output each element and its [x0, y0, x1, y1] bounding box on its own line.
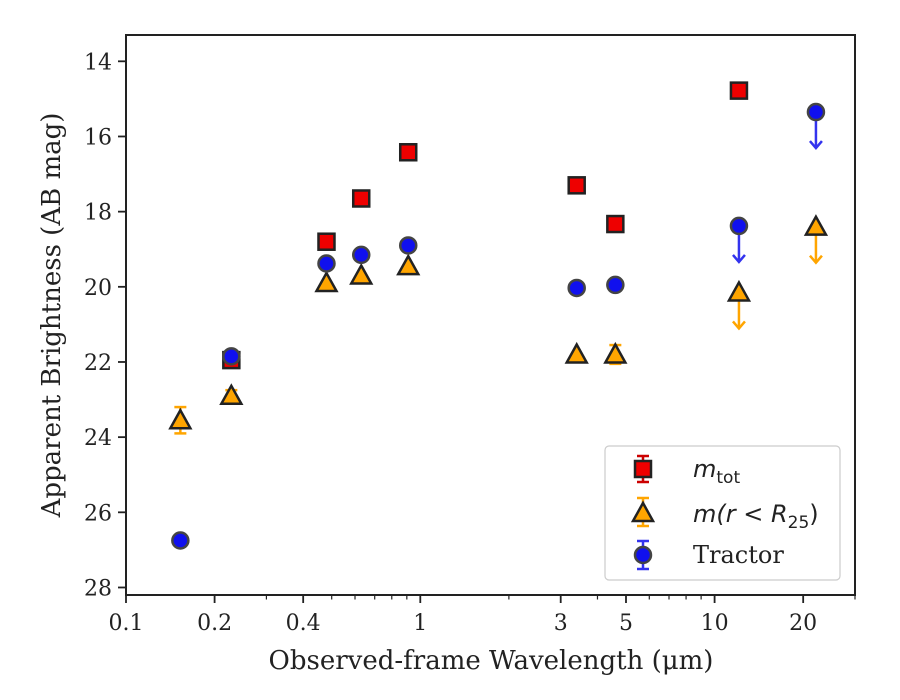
square-marker [351, 189, 371, 208]
x-tick-label: 0.4 [286, 611, 321, 636]
circle-marker [317, 254, 336, 273]
y-axis-label: Apparent Brightness (AB mag) [37, 113, 67, 519]
data-point [222, 347, 241, 366]
y-axis: 14 16 18 20 22 24 26 28 [84, 50, 126, 601]
x-tick-label: 5 [619, 611, 633, 636]
data-point [349, 262, 374, 285]
series-tractor [171, 102, 826, 550]
data-point [564, 341, 589, 364]
triangle-marker [314, 270, 339, 293]
triangle-marker [603, 341, 628, 364]
data-point [603, 341, 628, 366]
legend-marker-m-tot [633, 454, 653, 484]
triangle-marker [803, 214, 829, 236]
circle-marker [351, 245, 371, 265]
triangle-marker [396, 253, 421, 276]
circle-marker [806, 102, 826, 122]
data-point [729, 81, 749, 100]
circle-marker [222, 347, 241, 366]
data-point [351, 189, 371, 208]
legend-marker-m-r25 [630, 496, 656, 528]
data-point [606, 214, 625, 234]
data-point [168, 405, 193, 435]
y-tick-label: 26 [84, 501, 112, 526]
square-marker [317, 232, 336, 251]
x-tick-label: 20 [789, 611, 817, 636]
square-marker [606, 214, 625, 234]
x-tick-label: 0.1 [109, 611, 144, 636]
data-point [726, 279, 752, 331]
data-point [806, 102, 826, 150]
y-tick-label: 18 [84, 201, 112, 226]
circle-marker [567, 278, 586, 298]
legend: mtot m(r < R25) Tractor [604, 445, 841, 581]
x-tick-label: 10 [701, 611, 729, 636]
legend-label-m-tot: mtot [693, 455, 740, 488]
data-point [567, 176, 586, 195]
y-tick-label: 14 [84, 50, 112, 75]
x-tick-label: 1 [413, 611, 427, 636]
triangle-marker [219, 383, 244, 406]
data-point [317, 232, 336, 251]
plot-area [125, 34, 856, 596]
series-m-r-r25- [168, 214, 829, 435]
series-layer [168, 81, 829, 550]
y-tick-label: 20 [84, 276, 112, 301]
data-point [729, 216, 749, 264]
data-point [219, 383, 244, 406]
plot-frame [125, 34, 856, 596]
legend-box [604, 445, 841, 581]
data-point [803, 214, 829, 265]
data-point [398, 143, 418, 162]
legend-label-m-r25: m(r < R25) [693, 500, 819, 533]
y-tick-label: 28 [84, 576, 112, 601]
square-marker [398, 143, 418, 162]
triangle-marker [726, 279, 752, 302]
y-tick-label: 16 [84, 125, 112, 150]
triangle-marker [349, 262, 374, 285]
legend-marker-tractor [633, 539, 653, 571]
x-tick-label: 0.2 [197, 611, 232, 636]
circle-marker [398, 236, 418, 255]
square-marker [567, 176, 586, 195]
circle-marker [171, 531, 190, 550]
data-point [398, 236, 418, 255]
data-point [351, 245, 371, 265]
data-point [314, 270, 339, 293]
data-point [567, 278, 586, 298]
y-tick-label: 22 [84, 351, 112, 376]
data-point [606, 275, 625, 295]
y-tick-label: 24 [84, 426, 112, 451]
x-axis: 0.1 0.2 0.4 1 3 5 10 20 [109, 595, 856, 636]
data-point [396, 253, 421, 276]
circle-marker [729, 216, 749, 236]
legend-label-tractor: Tractor [693, 541, 784, 569]
circle-marker [606, 275, 625, 295]
data-point [171, 531, 190, 550]
square-marker [729, 81, 749, 100]
triangle-marker [564, 341, 589, 364]
triangle-marker [168, 407, 193, 430]
series-m-tot [222, 81, 749, 370]
x-axis-label: Observed-frame Wavelength (μm) [269, 646, 714, 676]
data-point [317, 254, 336, 273]
x-tick-label: 3 [554, 611, 568, 636]
